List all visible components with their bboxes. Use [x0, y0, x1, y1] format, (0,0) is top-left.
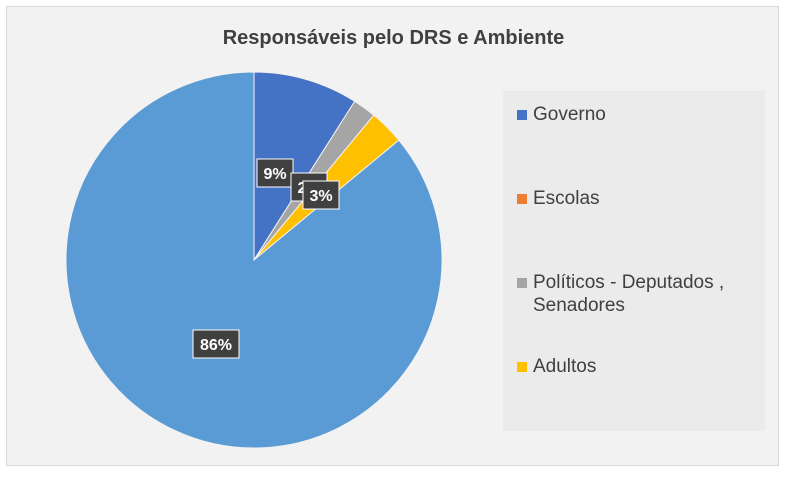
- svg-text:9%: 9%: [263, 166, 286, 183]
- legend-swatch-adultos: [517, 362, 527, 372]
- legend: Governo Escolas Políticos - Deputados , …: [503, 91, 765, 431]
- legend-swatch-escolas: [517, 194, 527, 204]
- legend-label-politicos: Políticos - Deputados , Senadores: [533, 271, 724, 317]
- legend-swatch-governo: [517, 110, 527, 120]
- pie-slice-outros: [65, 71, 443, 449]
- chart-title: Responsáveis pelo DRS e Ambiente: [222, 27, 565, 49]
- legend-label-adultos: Adultos: [533, 356, 597, 377]
- svg-text:86%: 86%: [200, 337, 232, 354]
- chart-area: Responsáveis pelo DRS e Ambiente 9%2%3%8…: [6, 6, 779, 466]
- pie-chart: 9%2%3%86%: [65, 71, 443, 449]
- legend-label-escolas: Escolas: [533, 188, 600, 209]
- svg-text:3%: 3%: [309, 188, 332, 205]
- legend-label-politicos-line1: Políticos - Deputados ,: [533, 272, 725, 293]
- data-label-governo: 9%: [256, 158, 294, 188]
- legend-label-governo: Governo: [533, 104, 606, 125]
- data-label-adultos: 3%: [302, 180, 340, 210]
- data-label-outros: 86%: [192, 329, 240, 359]
- legend-label-politicos-line2: Senadores: [533, 295, 625, 316]
- legend-swatch-politicos: [517, 278, 527, 288]
- pie-slice-governo: [253, 71, 356, 262]
